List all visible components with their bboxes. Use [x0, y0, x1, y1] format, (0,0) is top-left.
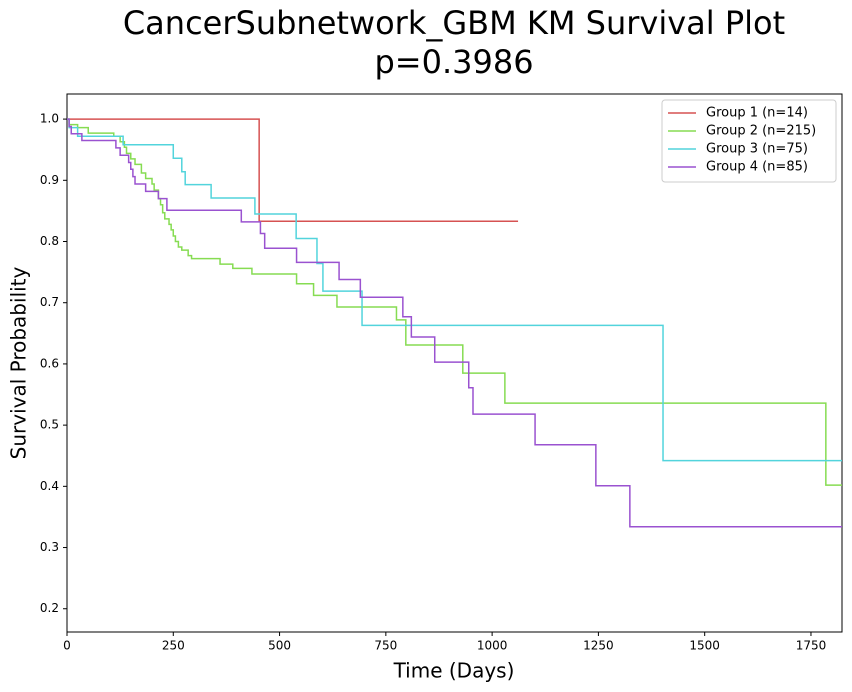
y-tick-label: 0.7 [40, 295, 59, 309]
y-tick-label: 0.6 [40, 356, 59, 370]
y-tick-label: 0.9 [40, 173, 59, 187]
x-tick-label: 750 [374, 639, 397, 653]
legend-label: Group 3 (n=75) [706, 142, 808, 157]
chart-title: CancerSubnetwork_GBM KM Survival Plot [123, 4, 785, 42]
x-tick-label: 250 [162, 639, 185, 653]
y-tick-label: 0.5 [40, 418, 59, 432]
x-tick-label: 1500 [689, 639, 720, 653]
legend-box [661, 99, 837, 183]
legend-label: Group 1 (n=14) [706, 106, 808, 121]
survival-curve [67, 118, 842, 486]
legend-label: Group 4 (n=85) [706, 160, 808, 175]
legend-label: Group 2 (n=215) [706, 124, 816, 139]
x-tick-label: 500 [268, 639, 291, 653]
y-axis-label: Survival Probability [7, 266, 31, 459]
chart-subtitle: p=0.3986 [374, 43, 533, 81]
x-tick-label: 1250 [583, 639, 614, 653]
y-tick-label: 0.4 [40, 479, 59, 493]
x-tick-label: 1000 [477, 639, 508, 653]
plot-frame [66, 93, 843, 633]
x-axis-label: Time (Days) [393, 659, 515, 683]
x-tick-label: 1750 [796, 639, 827, 653]
y-tick-label: 0.8 [40, 234, 59, 248]
x-tick-label: 0 [63, 639, 71, 653]
survival-curve [67, 118, 519, 223]
survival-curve [67, 118, 842, 462]
y-tick-label: 1.0 [40, 112, 59, 126]
survival-curve [67, 118, 842, 528]
y-tick-label: 0.2 [40, 601, 59, 615]
y-tick-label: 0.3 [40, 540, 59, 554]
